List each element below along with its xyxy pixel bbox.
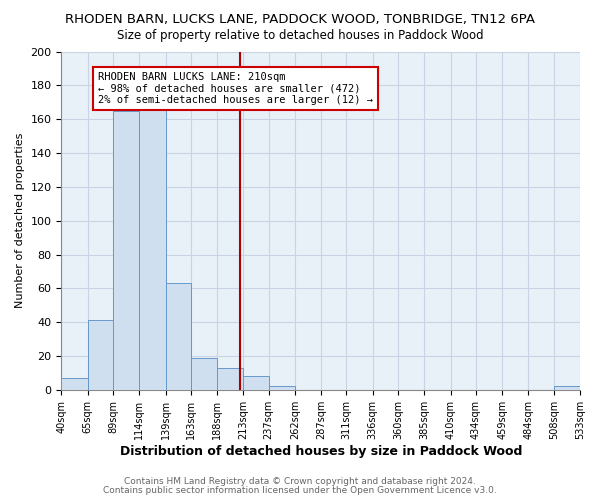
Bar — [217, 368, 244, 390]
Bar — [88, 320, 113, 390]
Bar — [139, 102, 166, 390]
Y-axis label: Number of detached properties: Number of detached properties — [15, 133, 25, 308]
Text: RHODEN BARN LUCKS LANE: 210sqm
← 98% of detached houses are smaller (472)
2% of : RHODEN BARN LUCKS LANE: 210sqm ← 98% of … — [98, 72, 373, 105]
Bar — [113, 110, 139, 390]
Bar — [191, 358, 217, 390]
Text: RHODEN BARN, LUCKS LANE, PADDOCK WOOD, TONBRIDGE, TN12 6PA: RHODEN BARN, LUCKS LANE, PADDOCK WOOD, T… — [65, 12, 535, 26]
Text: Size of property relative to detached houses in Paddock Wood: Size of property relative to detached ho… — [116, 29, 484, 42]
Bar — [244, 376, 269, 390]
Bar — [554, 386, 580, 390]
Bar — [166, 284, 191, 390]
Text: Contains public sector information licensed under the Open Government Licence v3: Contains public sector information licen… — [103, 486, 497, 495]
Bar — [61, 378, 88, 390]
Text: Contains HM Land Registry data © Crown copyright and database right 2024.: Contains HM Land Registry data © Crown c… — [124, 477, 476, 486]
Bar — [269, 386, 295, 390]
X-axis label: Distribution of detached houses by size in Paddock Wood: Distribution of detached houses by size … — [119, 444, 522, 458]
